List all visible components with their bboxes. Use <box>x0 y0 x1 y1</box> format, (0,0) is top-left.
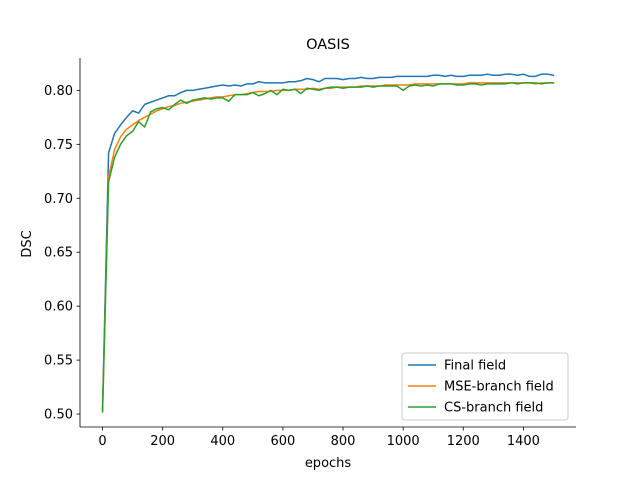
x-tick-label: 400 <box>210 434 235 449</box>
y-tick-label: 0.75 <box>44 138 73 153</box>
chart-title: OASIS <box>306 37 350 53</box>
axes-layer: 0 200 400 600 800 1000 1200 1400 0.50 0.55 0.60 0.6… <box>44 58 576 449</box>
x-tick-label: 0 <box>98 434 106 449</box>
legend-label: Final field <box>444 359 506 374</box>
x-tick-label: 1000 <box>387 434 420 449</box>
y-tick-label: 0.70 <box>44 192 73 207</box>
y-tick-label: 0.50 <box>44 408 73 423</box>
y-tick-label: 0.60 <box>44 300 73 315</box>
y-axis-label: DSC <box>20 230 35 257</box>
y-tick-label: 0.65 <box>44 246 73 261</box>
x-tick-label: 800 <box>331 434 356 449</box>
legend-label: CS-branch field <box>444 401 543 416</box>
legend-label: MSE-branch field <box>444 380 554 395</box>
x-tick-label: 1400 <box>507 434 540 449</box>
x-tick-label: 1200 <box>447 434 480 449</box>
series-line-final-field <box>101 73 555 410</box>
legend: Final field MSE-branch field CS-branch fie… <box>401 352 569 421</box>
series-layer <box>101 73 555 413</box>
x-tick-label: 200 <box>150 434 175 449</box>
legend-box <box>401 352 569 421</box>
x-axis-label: epochs <box>305 456 352 471</box>
y-tick-label: 0.80 <box>44 84 73 99</box>
x-tick-label: 600 <box>270 434 295 449</box>
series-line-cs-branch-field <box>101 82 555 413</box>
y-tick-label: 0.55 <box>44 354 73 369</box>
